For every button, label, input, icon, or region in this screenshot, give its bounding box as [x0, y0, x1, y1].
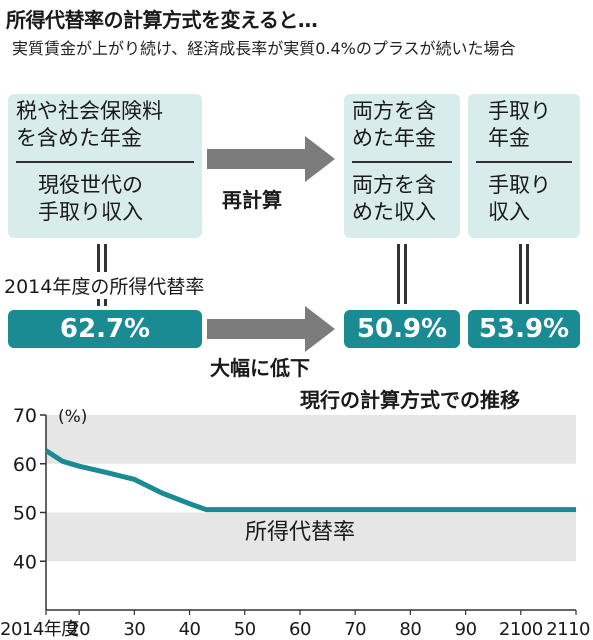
x-tick-label: 80 — [399, 619, 421, 640]
series-line — [44, 448, 576, 513]
x-tick-label: 2014年度 — [0, 619, 79, 640]
equals-mark-mid — [397, 244, 400, 304]
y-tick-label: 40 — [13, 551, 37, 573]
left-box-numerator: 税や社会保険料 を含めた年金 — [16, 99, 163, 150]
x-tick-label: 70 — [344, 619, 366, 640]
equals-mark-right — [519, 244, 522, 304]
chart-title: 現行の計算方式での推移 — [300, 388, 520, 412]
x-tick-label: 20 — [68, 619, 90, 640]
x-tick-label: 2100 — [499, 619, 543, 640]
x-tick-label: 30 — [123, 619, 145, 640]
drop-label: 大幅に低下 — [210, 356, 310, 380]
left-box-divider — [16, 161, 194, 163]
recalc-arrow-shaft — [207, 149, 307, 169]
series-label: 所得代替率 — [245, 520, 355, 545]
equals-mark-mid — [404, 244, 407, 304]
page-title: 所得代替率の計算方式を変えると… — [6, 8, 318, 32]
left-rate-value: 62.7% — [8, 310, 202, 348]
rate-year-label: 2014年度の所得代替率 — [2, 272, 207, 299]
right-rate-value: 53.9% — [468, 310, 580, 348]
chart-band — [46, 415, 576, 464]
mid-box-divider — [352, 161, 452, 163]
mid-box-numerator: 両方を含 めた年金 — [352, 99, 436, 150]
x-tick-label: 90 — [455, 619, 477, 640]
recalc-arrow-head-icon — [305, 136, 335, 182]
drop-arrow-shaft — [207, 319, 307, 339]
x-tick-label: 60 — [289, 619, 311, 640]
left-definition-box: 税や社会保険料 を含めた年金 現役世代の 手取り収入 — [8, 94, 202, 238]
recalc-label: 再計算 — [222, 188, 282, 212]
chart-band — [46, 512, 576, 562]
y-tick-label: 50 — [13, 503, 37, 525]
x-tick-label: 40 — [179, 619, 201, 640]
mid-definition-box: 両方を含 めた年金 両方を含 めた収入 — [344, 94, 460, 238]
mid-rate-value: 50.9% — [344, 310, 460, 348]
page-subtitle: 実質賃金が上がり続け、経済成長率が実質0.4%のプラスが続いた場合 — [12, 39, 516, 58]
right-box-numerator: 手取り 年金 — [488, 99, 551, 150]
x-tick-label: 50 — [234, 619, 256, 640]
drop-arrow — [207, 306, 335, 352]
x-tick-label: 2110 — [546, 619, 590, 640]
right-box-denominator: 手取り 収入 — [488, 173, 551, 224]
right-box-divider — [476, 161, 572, 163]
right-definition-box: 手取り 年金 手取り 収入 — [468, 94, 580, 238]
drop-arrow-head-icon — [305, 306, 335, 352]
left-box-denominator: 現役世代の 手取り収入 — [38, 173, 143, 224]
y-tick-label: 70 — [13, 405, 37, 427]
y-tick-label: 60 — [13, 454, 37, 476]
equals-mark-right — [526, 244, 529, 304]
recalc-arrow — [207, 136, 335, 182]
y-unit-label: (%) — [58, 407, 87, 427]
mid-box-denominator: 両方を含 めた収入 — [352, 173, 436, 224]
